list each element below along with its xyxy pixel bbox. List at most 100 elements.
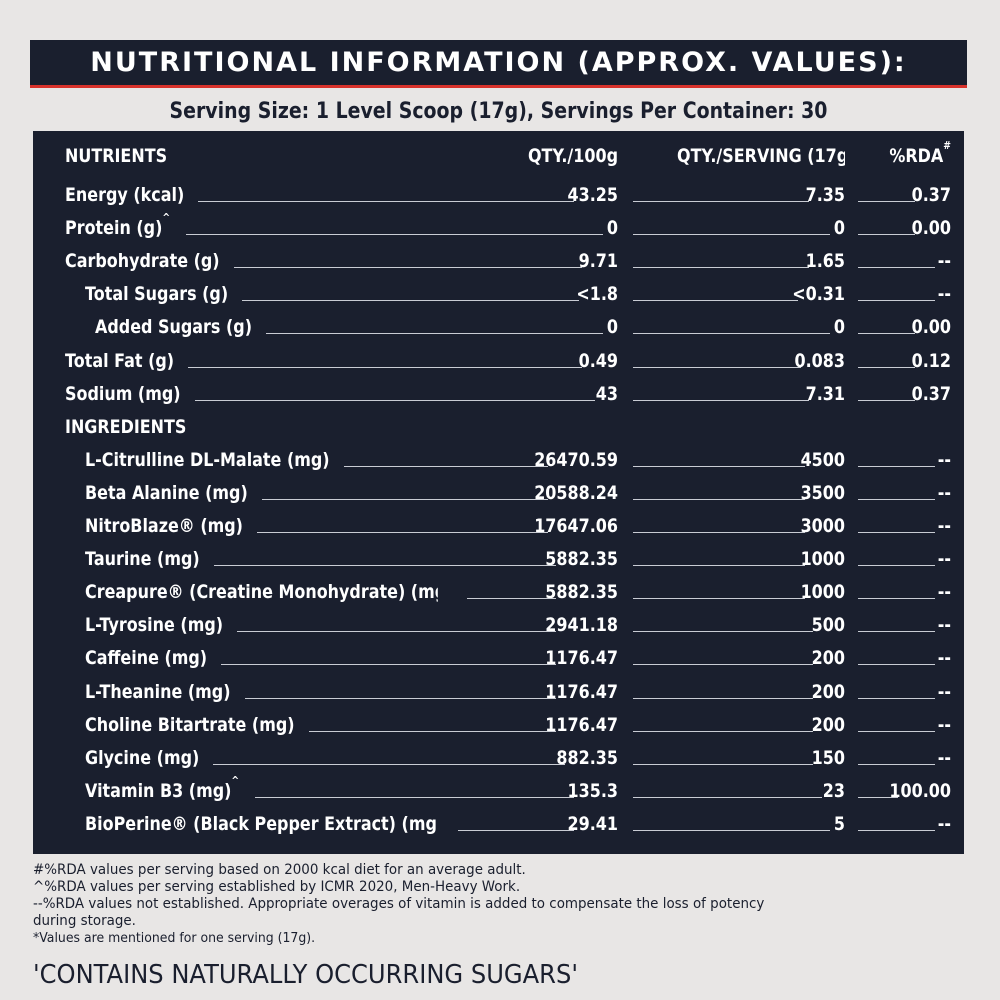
leader-line: [186, 234, 604, 236]
rda-value: --: [937, 647, 951, 670]
qty-serving-value: 5: [833, 812, 845, 835]
leader-line: [633, 465, 805, 467]
ingredient-row: Creapure® (Creatine Monohydrate) (mg) 588…: [33, 576, 964, 609]
footnote-line: ^%RDA values per serving established by …: [33, 879, 521, 895]
leader-line: [633, 234, 831, 236]
qty-100g-value: 26470.59: [534, 448, 618, 471]
qty-serving-value: 1000: [800, 581, 845, 604]
row-label: L-Tyrosine (mg): [85, 614, 224, 637]
leader-line: [343, 465, 548, 467]
qty-serving-value: 23: [822, 779, 845, 802]
leader-line: [633, 300, 798, 302]
nutrient-row: Energy (kcal) 43.25 7.35 0.37: [33, 179, 964, 212]
rda-value: 0.37: [911, 382, 951, 405]
leader-line: [858, 763, 936, 765]
rda-value: 0.12: [911, 349, 951, 372]
qty-100g-value: 9.71: [578, 250, 618, 273]
qty-serving-value: 3000: [800, 515, 845, 537]
leader-line: [858, 697, 936, 699]
leader-line: [266, 333, 604, 335]
qty-100g-value: <1.8: [576, 283, 618, 306]
rda-value: --: [937, 283, 951, 306]
ingredient-row: Glycine (mg) 882.35 150 --: [33, 742, 964, 775]
row-label: Total Fat (g): [65, 349, 175, 372]
leader-line: [858, 730, 936, 732]
rda-value: --: [937, 680, 951, 703]
leader-line: [458, 829, 574, 831]
qty-serving-value: 500: [811, 614, 845, 637]
row-label: Caffeine (mg): [85, 647, 208, 670]
qty-100g-value: 0: [606, 316, 618, 339]
leader-line: [858, 565, 936, 567]
leader-line: [633, 763, 814, 765]
rda-value: --: [937, 448, 951, 471]
qty-100g-value: 0: [606, 217, 618, 240]
qty-100g-value: 20588.24: [534, 481, 618, 504]
ingredient-row: Vitamin B3 (mg)^ 135.3 23 100.00: [33, 775, 964, 808]
rda-value: 0.00: [911, 316, 951, 339]
leader-line: [858, 465, 936, 467]
row-label: Total Sugars (g): [85, 283, 229, 306]
qty-serving-value: 7.35: [805, 184, 845, 206]
leader-line: [213, 565, 557, 567]
leader-line: [244, 697, 557, 699]
leader-line: [255, 796, 574, 798]
footnote-line: *Values are mentioned for one serving (1…: [33, 931, 316, 946]
ingredients-heading: INGREDIENTS: [65, 415, 187, 438]
ingredient-row: BioPerine® (Black Pepper Extract) (mg) 29…: [33, 808, 964, 841]
footnote-line: --%RDA values not established. Appropria…: [33, 896, 765, 912]
leader-line: [858, 796, 898, 798]
ingredient-row: NitroBlaze® (mg) 17647.06 3000 --: [33, 510, 964, 543]
leader-line: [633, 399, 810, 401]
qty-serving-value: <0.31: [792, 283, 845, 306]
rda-value: 0.37: [911, 184, 951, 206]
leader-line: [308, 730, 557, 732]
leader-line: [633, 697, 814, 699]
footnotes: #%RDA values per serving based on 2000 k…: [33, 862, 963, 947]
rda-value: --: [937, 481, 951, 504]
leader-line: [633, 664, 814, 666]
qty-100g-value: 5882.35: [545, 581, 618, 604]
ingredient-row: Caffeine (mg) 1176.47 200 --: [33, 642, 964, 675]
qty-serving-value: 0.083: [794, 349, 845, 372]
leader-line: [221, 664, 557, 666]
column-header-qty-serving: QTY./SERVING (17g): [677, 145, 845, 167]
rda-value: 0.00: [911, 217, 951, 240]
column-header-rda: %RDA#: [889, 140, 951, 167]
table-header-row: NUTRIENTS QTY./100g QTY./SERVING (17g) %…: [33, 140, 964, 173]
rda-value: --: [937, 614, 951, 637]
qty-100g-value: 17647.06: [534, 515, 618, 537]
leader-line: [858, 664, 936, 666]
qty-100g-value: 0.49: [578, 349, 618, 372]
leader-line: [858, 201, 916, 202]
qty-100g-value: 882.35: [556, 746, 618, 769]
ingredient-row: L-Theanine (mg) 1176.47 200 --: [33, 676, 964, 709]
qty-100g-value: 2941.18: [545, 614, 618, 637]
leader-line: [633, 532, 805, 533]
leader-line: [858, 333, 916, 335]
leader-line: [242, 300, 580, 302]
leader-line: [858, 532, 936, 533]
rda-value: --: [937, 548, 951, 571]
footnote-line: during storage.: [33, 913, 136, 929]
row-label: Carbohydrate (g): [65, 250, 220, 273]
leader-line: [256, 532, 548, 533]
leader-line: [633, 829, 831, 831]
page-title: NUTRITIONAL INFORMATION (APPROX. VALUES)…: [90, 47, 907, 78]
qty-serving-value: 200: [811, 680, 845, 703]
qty-serving-value: 1.65: [805, 250, 845, 273]
leader-line: [858, 300, 936, 302]
qty-serving-value: 7.31: [805, 382, 845, 405]
rda-value: --: [937, 713, 951, 736]
qty-100g-value: 5882.35: [545, 548, 618, 571]
qty-100g-value: 135.3: [567, 779, 618, 802]
leader-line: [633, 267, 810, 269]
rda-value: --: [937, 250, 951, 273]
leader-line: [633, 498, 805, 500]
qty-serving-value: 0: [833, 217, 845, 240]
leader-line: [633, 201, 810, 202]
row-label: Beta Alanine (mg): [85, 481, 248, 504]
leader-line: [858, 366, 916, 368]
leader-line: [633, 333, 831, 335]
row-label: Vitamin B3 (mg)^: [85, 774, 240, 802]
